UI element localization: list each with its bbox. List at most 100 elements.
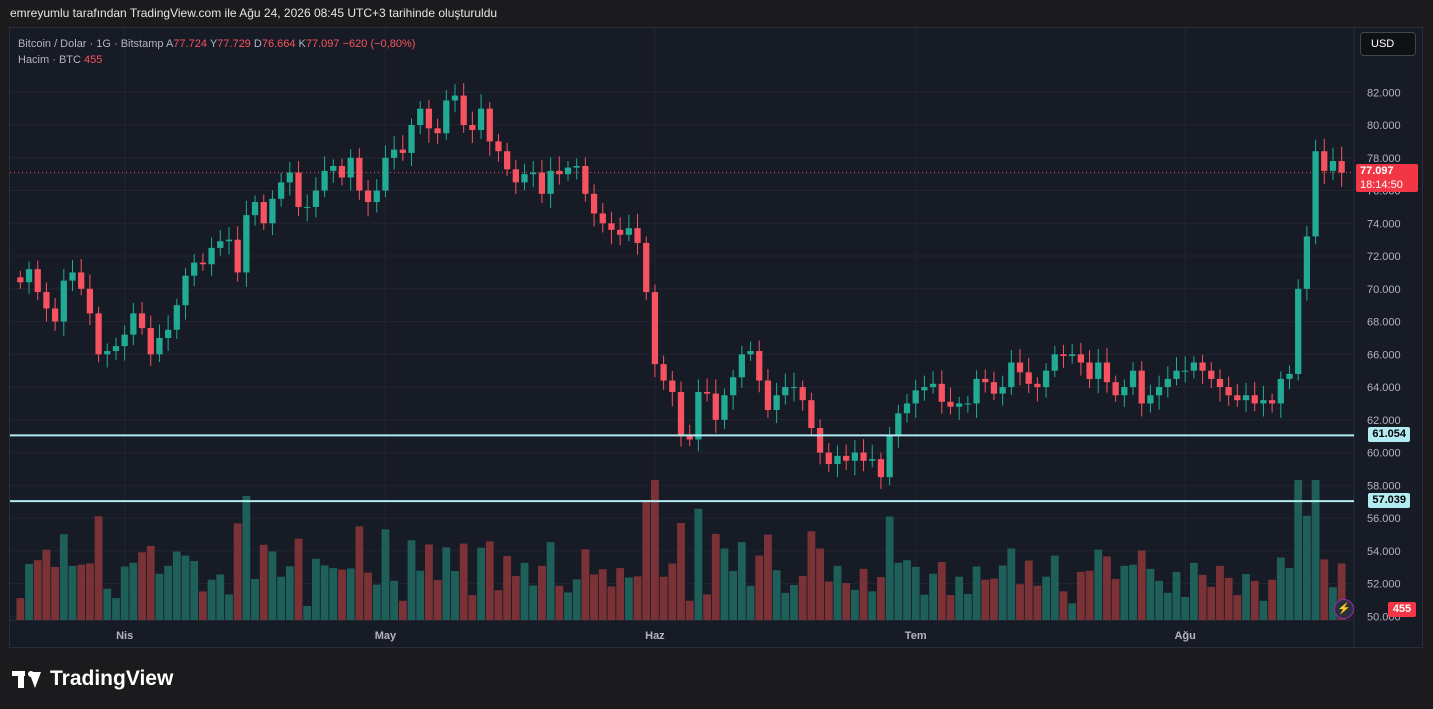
volume-bar — [1285, 568, 1294, 620]
volume-bar — [1024, 560, 1033, 620]
volume-bar — [1163, 592, 1172, 620]
candle-body — [834, 455, 841, 465]
candle-body — [304, 206, 311, 208]
lightning-icon[interactable]: ⚡ — [1334, 599, 1354, 619]
candle-body — [356, 157, 363, 191]
y-tick-label: 82.000 — [1367, 87, 1401, 99]
volume-bar — [1103, 556, 1111, 620]
volume-bar — [963, 594, 972, 620]
volume-bar — [468, 595, 477, 620]
candle-body — [895, 413, 902, 435]
candle-body — [947, 401, 954, 407]
volume-bar — [355, 526, 364, 620]
volume-value: 455 — [84, 54, 103, 66]
candle-body — [938, 383, 945, 402]
volume-bar — [824, 581, 833, 620]
volume-bar — [833, 565, 842, 620]
price-change: −620 (−0,80%) — [342, 38, 416, 50]
candle-body — [43, 292, 50, 309]
candle-body — [130, 313, 137, 335]
candle-body — [1042, 370, 1050, 388]
candle-body — [1060, 354, 1067, 356]
tradingview-logo-icon — [12, 668, 42, 690]
candle-body — [869, 459, 876, 461]
candle-body — [373, 190, 380, 203]
candlestick-chart[interactable]: 82.00080.00078.00076.00074.00072.00070.0… — [10, 28, 1423, 648]
volume-bar — [520, 562, 529, 620]
volume-bar — [225, 594, 233, 620]
candle-body — [1321, 151, 1328, 171]
volume-bar — [807, 531, 816, 620]
candle-body — [1008, 362, 1015, 388]
close-label: K77.097 — [298, 38, 340, 50]
candle-body — [538, 172, 546, 194]
volume-bar — [1329, 587, 1337, 620]
volume-bar — [416, 570, 425, 620]
volume-bar — [1076, 571, 1085, 620]
candle-body — [60, 280, 67, 322]
candle-body — [312, 190, 320, 207]
candle-body — [703, 391, 711, 394]
candle-body — [1147, 395, 1154, 404]
candle-body — [860, 452, 867, 461]
volume-bar — [129, 562, 138, 620]
volume-bar — [433, 580, 442, 620]
candle-body — [69, 272, 76, 281]
symbol-name[interactable]: Bitcoin / Dolar · 1G · Bitstamp — [18, 38, 164, 50]
volume-bar — [972, 566, 981, 620]
candle-body — [1312, 151, 1319, 237]
x-tick-label: Ağu — [1174, 630, 1195, 642]
volume-bar — [677, 522, 685, 620]
candle-body — [756, 351, 763, 381]
candle-body — [1286, 373, 1293, 379]
volume-label[interactable]: Hacim · BTC — [18, 54, 81, 66]
volume-bar — [329, 568, 338, 620]
volume-bar — [920, 594, 929, 620]
volume-bar — [624, 577, 633, 620]
volume-bar — [564, 592, 572, 620]
volume-bar — [103, 588, 112, 620]
candle-body — [164, 329, 172, 338]
volume-bar — [303, 606, 312, 620]
candle-body — [921, 387, 928, 391]
volume-bar — [25, 563, 33, 620]
volume-bar — [737, 542, 746, 620]
candle-body — [686, 436, 693, 440]
candle-body — [1199, 362, 1206, 371]
candle-body — [782, 387, 789, 396]
volume-bar — [720, 548, 729, 620]
volume-bar — [16, 598, 25, 620]
candle-body — [417, 108, 424, 126]
candle-body — [1329, 161, 1337, 171]
volume-bar — [850, 589, 859, 620]
chart-panel[interactable]: 82.00080.00078.00076.00074.00072.00070.0… — [9, 27, 1423, 648]
candle-body — [964, 403, 971, 405]
volume-bar — [642, 500, 651, 620]
candle-body — [712, 393, 719, 420]
candle-body — [669, 380, 676, 392]
volume-bar — [868, 591, 877, 620]
volume-bar — [285, 566, 294, 620]
volume-bar — [555, 585, 564, 620]
candle-body — [486, 108, 493, 142]
currency-button[interactable]: USD — [1360, 32, 1416, 56]
volume-bar — [538, 565, 546, 620]
volume-bar — [477, 547, 485, 620]
hline-label-upper[interactable]: 61.054 — [1368, 427, 1410, 443]
candle-body — [956, 403, 963, 407]
candle-body — [1129, 370, 1137, 388]
volume-bar — [311, 558, 320, 620]
hline-label-lower[interactable]: 57.039 — [1368, 493, 1410, 509]
volume-bar — [529, 585, 538, 620]
last-price-value: 77.097 — [1360, 164, 1394, 177]
volume-bar — [372, 584, 381, 620]
candle-body — [86, 288, 94, 314]
candle-body — [225, 239, 233, 242]
volume-bar — [233, 523, 242, 620]
volume-bar — [1242, 574, 1250, 620]
candle-body — [1095, 362, 1102, 379]
candle-body — [182, 275, 189, 306]
candle-body — [547, 170, 554, 194]
volume-bar — [685, 600, 694, 620]
candle-body — [330, 165, 337, 171]
